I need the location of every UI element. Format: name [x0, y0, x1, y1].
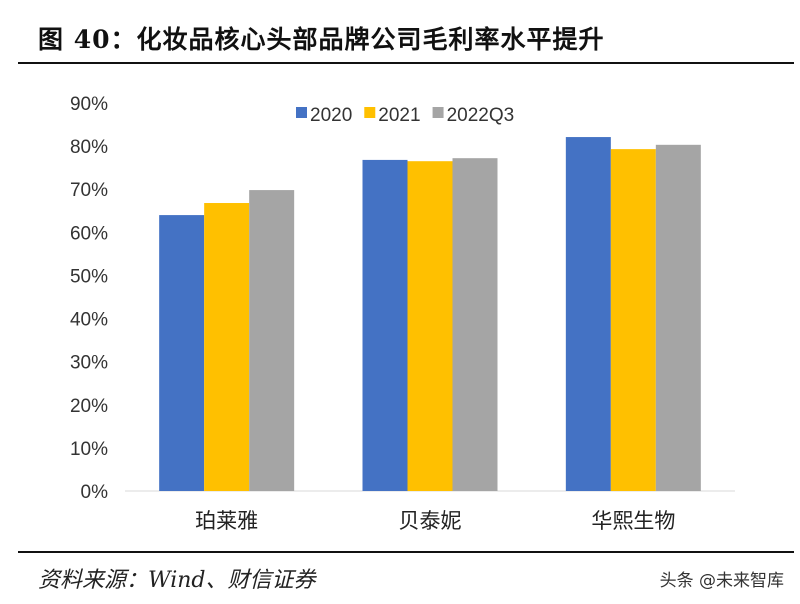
- y-tick-label: 40%: [70, 310, 108, 331]
- legend-label: 2021: [378, 105, 420, 126]
- legend-swatch-2020: [296, 107, 307, 118]
- bar-2020-华熙生物: [565, 137, 611, 491]
- bar-2022Q3-贝泰妮: [452, 158, 498, 491]
- y-tick-label: 80%: [70, 137, 108, 158]
- bar-2020-贝泰妮: [362, 159, 408, 491]
- x-tick-label: 华熙生物: [591, 510, 675, 533]
- y-tick-label: 10%: [70, 439, 108, 460]
- x-tick-label: 珀莱雅: [195, 510, 258, 533]
- y-tick-label: 50%: [70, 266, 108, 287]
- legend-swatch-2021: [364, 107, 376, 118]
- y-tick-label: 20%: [70, 396, 108, 417]
- legend-label: 2020: [310, 105, 352, 126]
- x-tick-label: 贝泰妮: [399, 510, 462, 533]
- legend-label: 2022Q3: [447, 105, 515, 126]
- legend-swatch-2022Q3: [432, 107, 444, 118]
- y-tick-label: 30%: [70, 353, 108, 374]
- source-note: 资料来源：Wind、财信证券: [38, 568, 316, 593]
- bar-2021-贝泰妮: [407, 161, 453, 491]
- figure-title: 图 40：化妆品核心头部品牌公司毛利率水平提升: [38, 25, 605, 54]
- bar-2021-华熙生物: [610, 149, 656, 491]
- y-tick-label: 70%: [70, 180, 108, 201]
- bar-2021-珀莱雅: [204, 203, 250, 492]
- y-tick-label: 90%: [70, 94, 108, 115]
- y-tick-label: 0%: [81, 482, 109, 503]
- title-rule: [18, 62, 794, 64]
- bar-2022Q3-华熙生物: [655, 144, 701, 491]
- y-tick-label: 60%: [70, 223, 108, 244]
- bar-2022Q3-珀莱雅: [249, 190, 295, 491]
- watermark: 头条 @未来智库: [659, 571, 784, 591]
- source-rule: [18, 551, 794, 553]
- bar-2020-珀莱雅: [159, 215, 205, 492]
